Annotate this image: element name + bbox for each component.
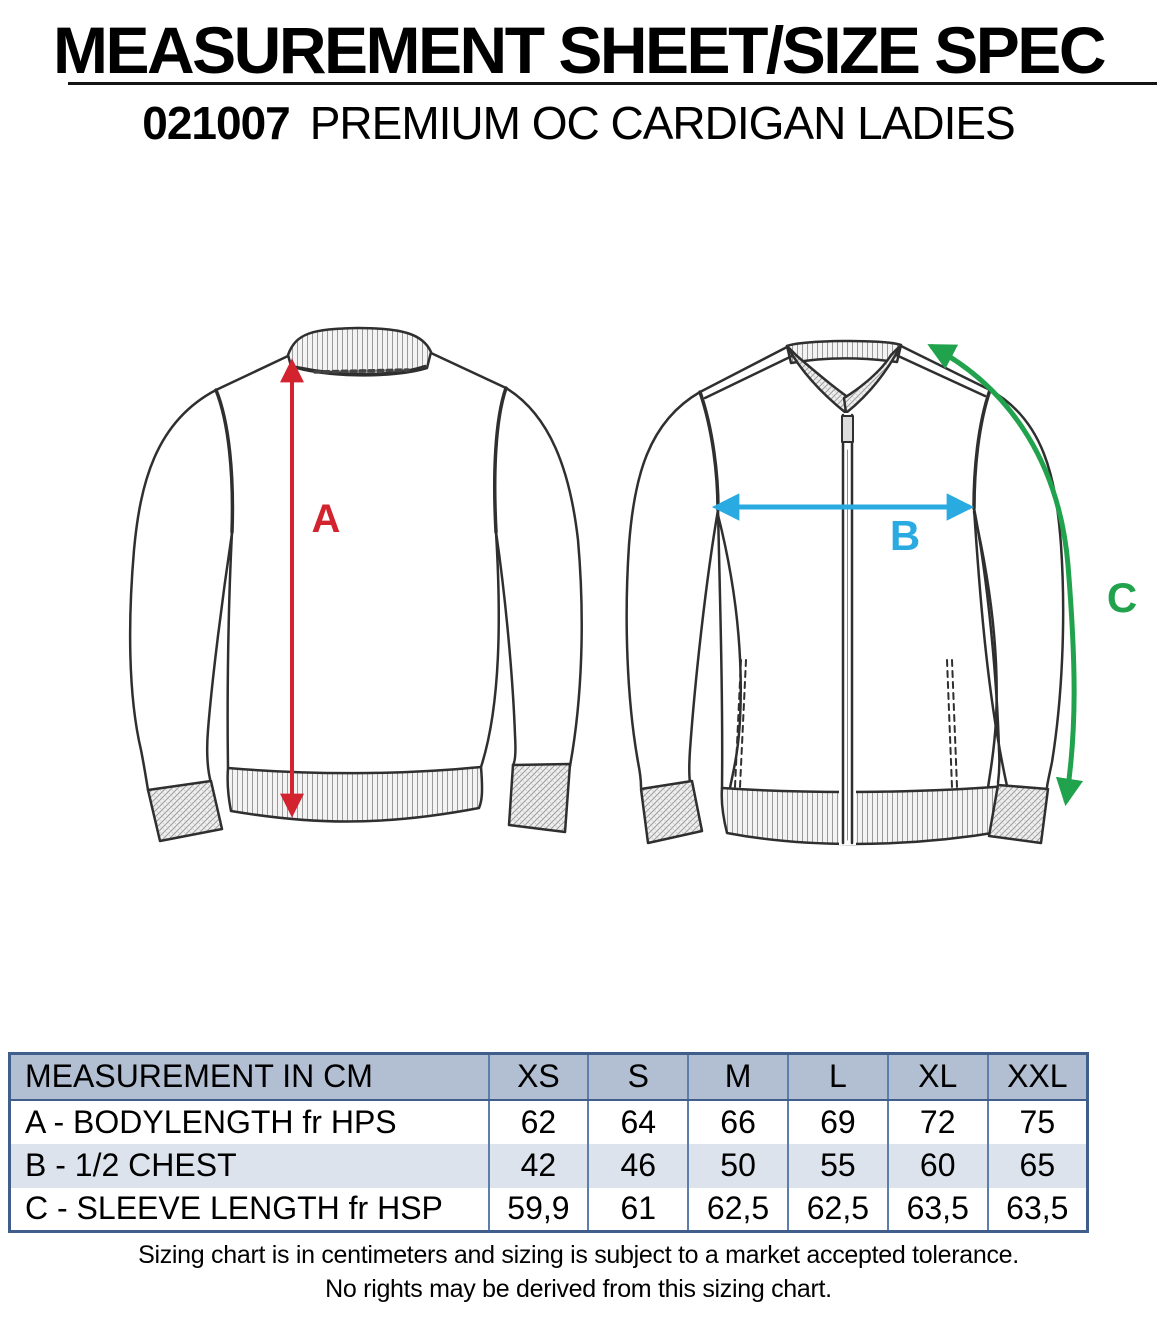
value-cell: 62,5 — [687, 1187, 788, 1232]
value-cell: 62,5 — [786, 1187, 888, 1232]
back-view-drawing — [128, 326, 583, 843]
row-label-cell: B - 1/2 CHEST — [9, 1143, 489, 1188]
value-cell: 61 — [587, 1187, 689, 1232]
value-cell: 63,5 — [886, 1187, 988, 1232]
size-header-cell-xxl: XXL — [986, 1053, 1088, 1101]
size-header-cell-l: L — [786, 1053, 888, 1101]
value-cell: 59,9 — [487, 1187, 589, 1232]
sleeve-length-arrow — [927, 343, 1084, 807]
table-row-bodylength: A - BODYLENGTH fr HPS 62 64 66 69 72 75 — [9, 1099, 1088, 1144]
value-cell: 46 — [587, 1143, 689, 1188]
size-header-cell-m: M — [687, 1053, 788, 1101]
title-divider — [68, 82, 1157, 85]
footer-disclaimer: Sizing chart is in centimeters and sizin… — [0, 1238, 1157, 1306]
zipper — [841, 413, 854, 845]
value-cell: 55 — [786, 1143, 888, 1188]
front-hem-rib — [720, 784, 1010, 846]
value-cell: 69 — [786, 1099, 888, 1144]
value-cell: 65 — [986, 1143, 1088, 1188]
front-view-drawing — [625, 339, 1065, 846]
value-cell: 42 — [487, 1143, 589, 1188]
table-row-sleeve-length: C - SLEEVE LENGTH fr HSP 59,9 61 62,5 62… — [9, 1187, 1088, 1232]
value-cell: 62 — [487, 1099, 589, 1144]
row-label-cell: A - BODYLENGTH fr HPS — [9, 1099, 489, 1144]
back-hem-rib — [226, 765, 484, 823]
measurement-header-cell: MEASUREMENT IN CM — [9, 1053, 489, 1101]
front-collar-rib — [785, 339, 903, 365]
measure-label-b: B — [890, 512, 920, 559]
value-cell: 72 — [886, 1099, 988, 1144]
measure-label-c: C — [1107, 574, 1137, 621]
size-header-cell-xl: XL — [886, 1053, 988, 1101]
value-cell: 60 — [886, 1143, 988, 1188]
value-cell: 64 — [587, 1099, 689, 1144]
front-right-cuff-rib — [987, 783, 1050, 845]
back-left-cuff-rib — [146, 779, 224, 843]
front-left-cuff-rib — [639, 779, 704, 845]
size-spec-table: MEASUREMENT IN CM XS S M L XL XXL A - BO… — [8, 1052, 1089, 1233]
style-number: 021007 — [142, 97, 290, 149]
footer-line-1: Sizing chart is in centimeters and sizin… — [138, 1241, 1019, 1269]
style-heading: 021007 PREMIUM OC CARDIGAN LADIES — [0, 96, 1157, 150]
table-row-half-chest: B - 1/2 CHEST 42 46 50 55 60 65 — [9, 1143, 1088, 1188]
row-label-cell: C - SLEEVE LENGTH fr HSP — [9, 1187, 489, 1232]
back-collar-rib — [286, 326, 433, 377]
page-title: MEASUREMENT SHEET/SIZE SPEC — [53, 13, 1107, 87]
size-header-cell-s: S — [587, 1053, 689, 1101]
measure-label-a: A — [312, 497, 341, 541]
style-name: PREMIUM OC CARDIGAN LADIES — [309, 97, 1016, 149]
value-cell: 50 — [687, 1143, 788, 1188]
back-right-cuff-rib — [507, 762, 572, 834]
value-cell: 63,5 — [986, 1187, 1088, 1232]
size-header-cell-xs: XS — [487, 1053, 589, 1101]
table-header-row: MEASUREMENT IN CM XS S M L XL XXL — [9, 1053, 1088, 1101]
garment-measurement-diagram: A B C — [128, 326, 1137, 846]
value-cell: 75 — [986, 1099, 1088, 1144]
footer-line-2: No rights may be derived from this sizin… — [325, 1275, 832, 1303]
value-cell: 66 — [687, 1099, 788, 1144]
front-vneck-band-right — [842, 343, 903, 415]
